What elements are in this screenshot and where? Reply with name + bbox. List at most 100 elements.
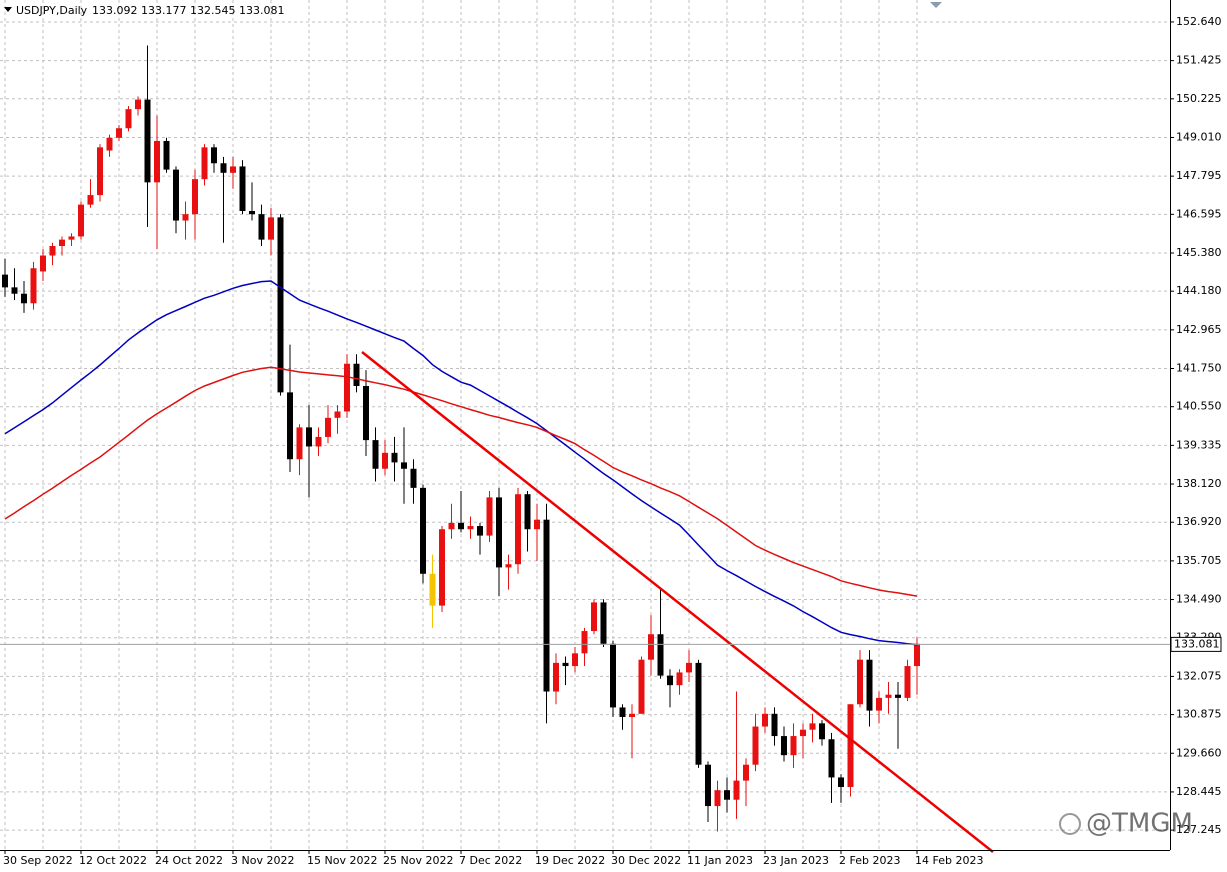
y-tick-label: 142.965 [1176,323,1222,336]
candle-body [363,386,369,441]
candle-body [790,736,797,756]
watermark-text: @TMGM [1086,809,1193,839]
candle-body [116,128,122,138]
candle-body [458,522,464,530]
candle-body [876,697,882,711]
candle-body [163,140,170,170]
candle-body [420,487,426,574]
y-tick-label: 145.380 [1176,246,1222,259]
candle-body [325,417,331,437]
candle-body [277,217,284,393]
shift-marker [930,2,942,8]
candle-body [676,672,683,686]
y-tick-label: 127.245 [1176,823,1222,836]
candle-body [135,99,141,110]
x-tick-label: 14 Feb 2023 [915,854,983,867]
y-tick-label: 138.120 [1176,477,1222,490]
candle-body [914,643,920,667]
candle-body [353,363,360,387]
candle-body [97,147,103,196]
candle-body [249,210,255,215]
candle-body [686,662,692,673]
candle-body [192,179,198,215]
candle-body [543,519,550,692]
candle-body [762,713,768,727]
candle-body [182,214,189,221]
candle-body [173,169,179,221]
x-tick-label: 15 Nov 2022 [307,854,377,867]
y-tick-label: 130.875 [1176,708,1222,721]
candle-body [524,494,531,530]
candle-body [401,462,407,469]
candle-body [125,109,132,129]
candle-body [49,245,56,256]
candle-body [743,764,749,781]
candle-body [30,268,37,304]
candle-body [809,723,816,730]
candle-body [752,726,759,765]
marks [2,45,920,832]
candle-body [68,236,75,240]
candle-body [59,239,65,246]
candle-body [800,729,806,737]
candle-body [467,526,474,530]
candle-body [695,662,702,765]
candle-body [648,634,654,660]
candle-body [230,166,236,173]
candle-body [201,147,208,180]
y-tick-label: 136.920 [1176,515,1222,528]
candle-body [448,522,455,530]
candle-body [657,634,664,676]
y-tick-label: 134.490 [1176,593,1222,606]
candle-body [828,739,835,778]
y-tick-label: 150.225 [1176,92,1222,105]
candle-body [372,440,379,469]
y-tick-label: 141.750 [1176,362,1222,375]
candle-body [857,659,863,705]
candle-body [477,526,483,536]
moving-average-line [4,366,918,597]
candle-body [629,713,635,717]
candle-body [619,707,626,717]
candle-body [439,529,445,606]
candle-body [562,662,569,667]
candle-body [705,764,711,807]
candle-body [866,659,873,711]
candle-body [11,287,18,294]
candle-body [486,497,493,536]
candle-body [904,666,911,698]
y-tick-label: 132.075 [1176,669,1222,682]
trend-line [361,351,994,853]
candle-body [714,790,721,807]
ohlc-readout: 133.092 133.177 132.545 133.081 [92,4,284,17]
candle-body [819,723,825,740]
candle-body [21,293,27,304]
candle-body [2,274,8,288]
candle-body [429,573,436,606]
y-tick-label: 151.425 [1176,54,1222,67]
x-tick-label: 3 Nov 2022 [231,854,294,867]
x-tick-label: 24 Oct 2022 [155,854,223,867]
watermark-icon [1059,813,1081,835]
y-tick-label: 146.595 [1176,207,1222,220]
candle-body [410,468,417,488]
x-tick-label: 23 Jan 2023 [763,854,829,867]
y-tick-label: 128.445 [1176,785,1222,798]
candle-body [515,494,521,565]
x-tick-label: 30 Dec 2022 [611,854,681,867]
candle-body [534,519,540,530]
candle-body [296,427,303,460]
candle-body [306,427,312,447]
candle-body [78,204,84,237]
candle-body [106,137,113,151]
y-tick-label: 139.335 [1176,438,1222,451]
candle-body [638,659,645,714]
candle-body [733,780,740,800]
candle-body [895,694,901,698]
candle-body [781,736,787,756]
candle-body [211,147,217,164]
candle-body [334,411,341,418]
